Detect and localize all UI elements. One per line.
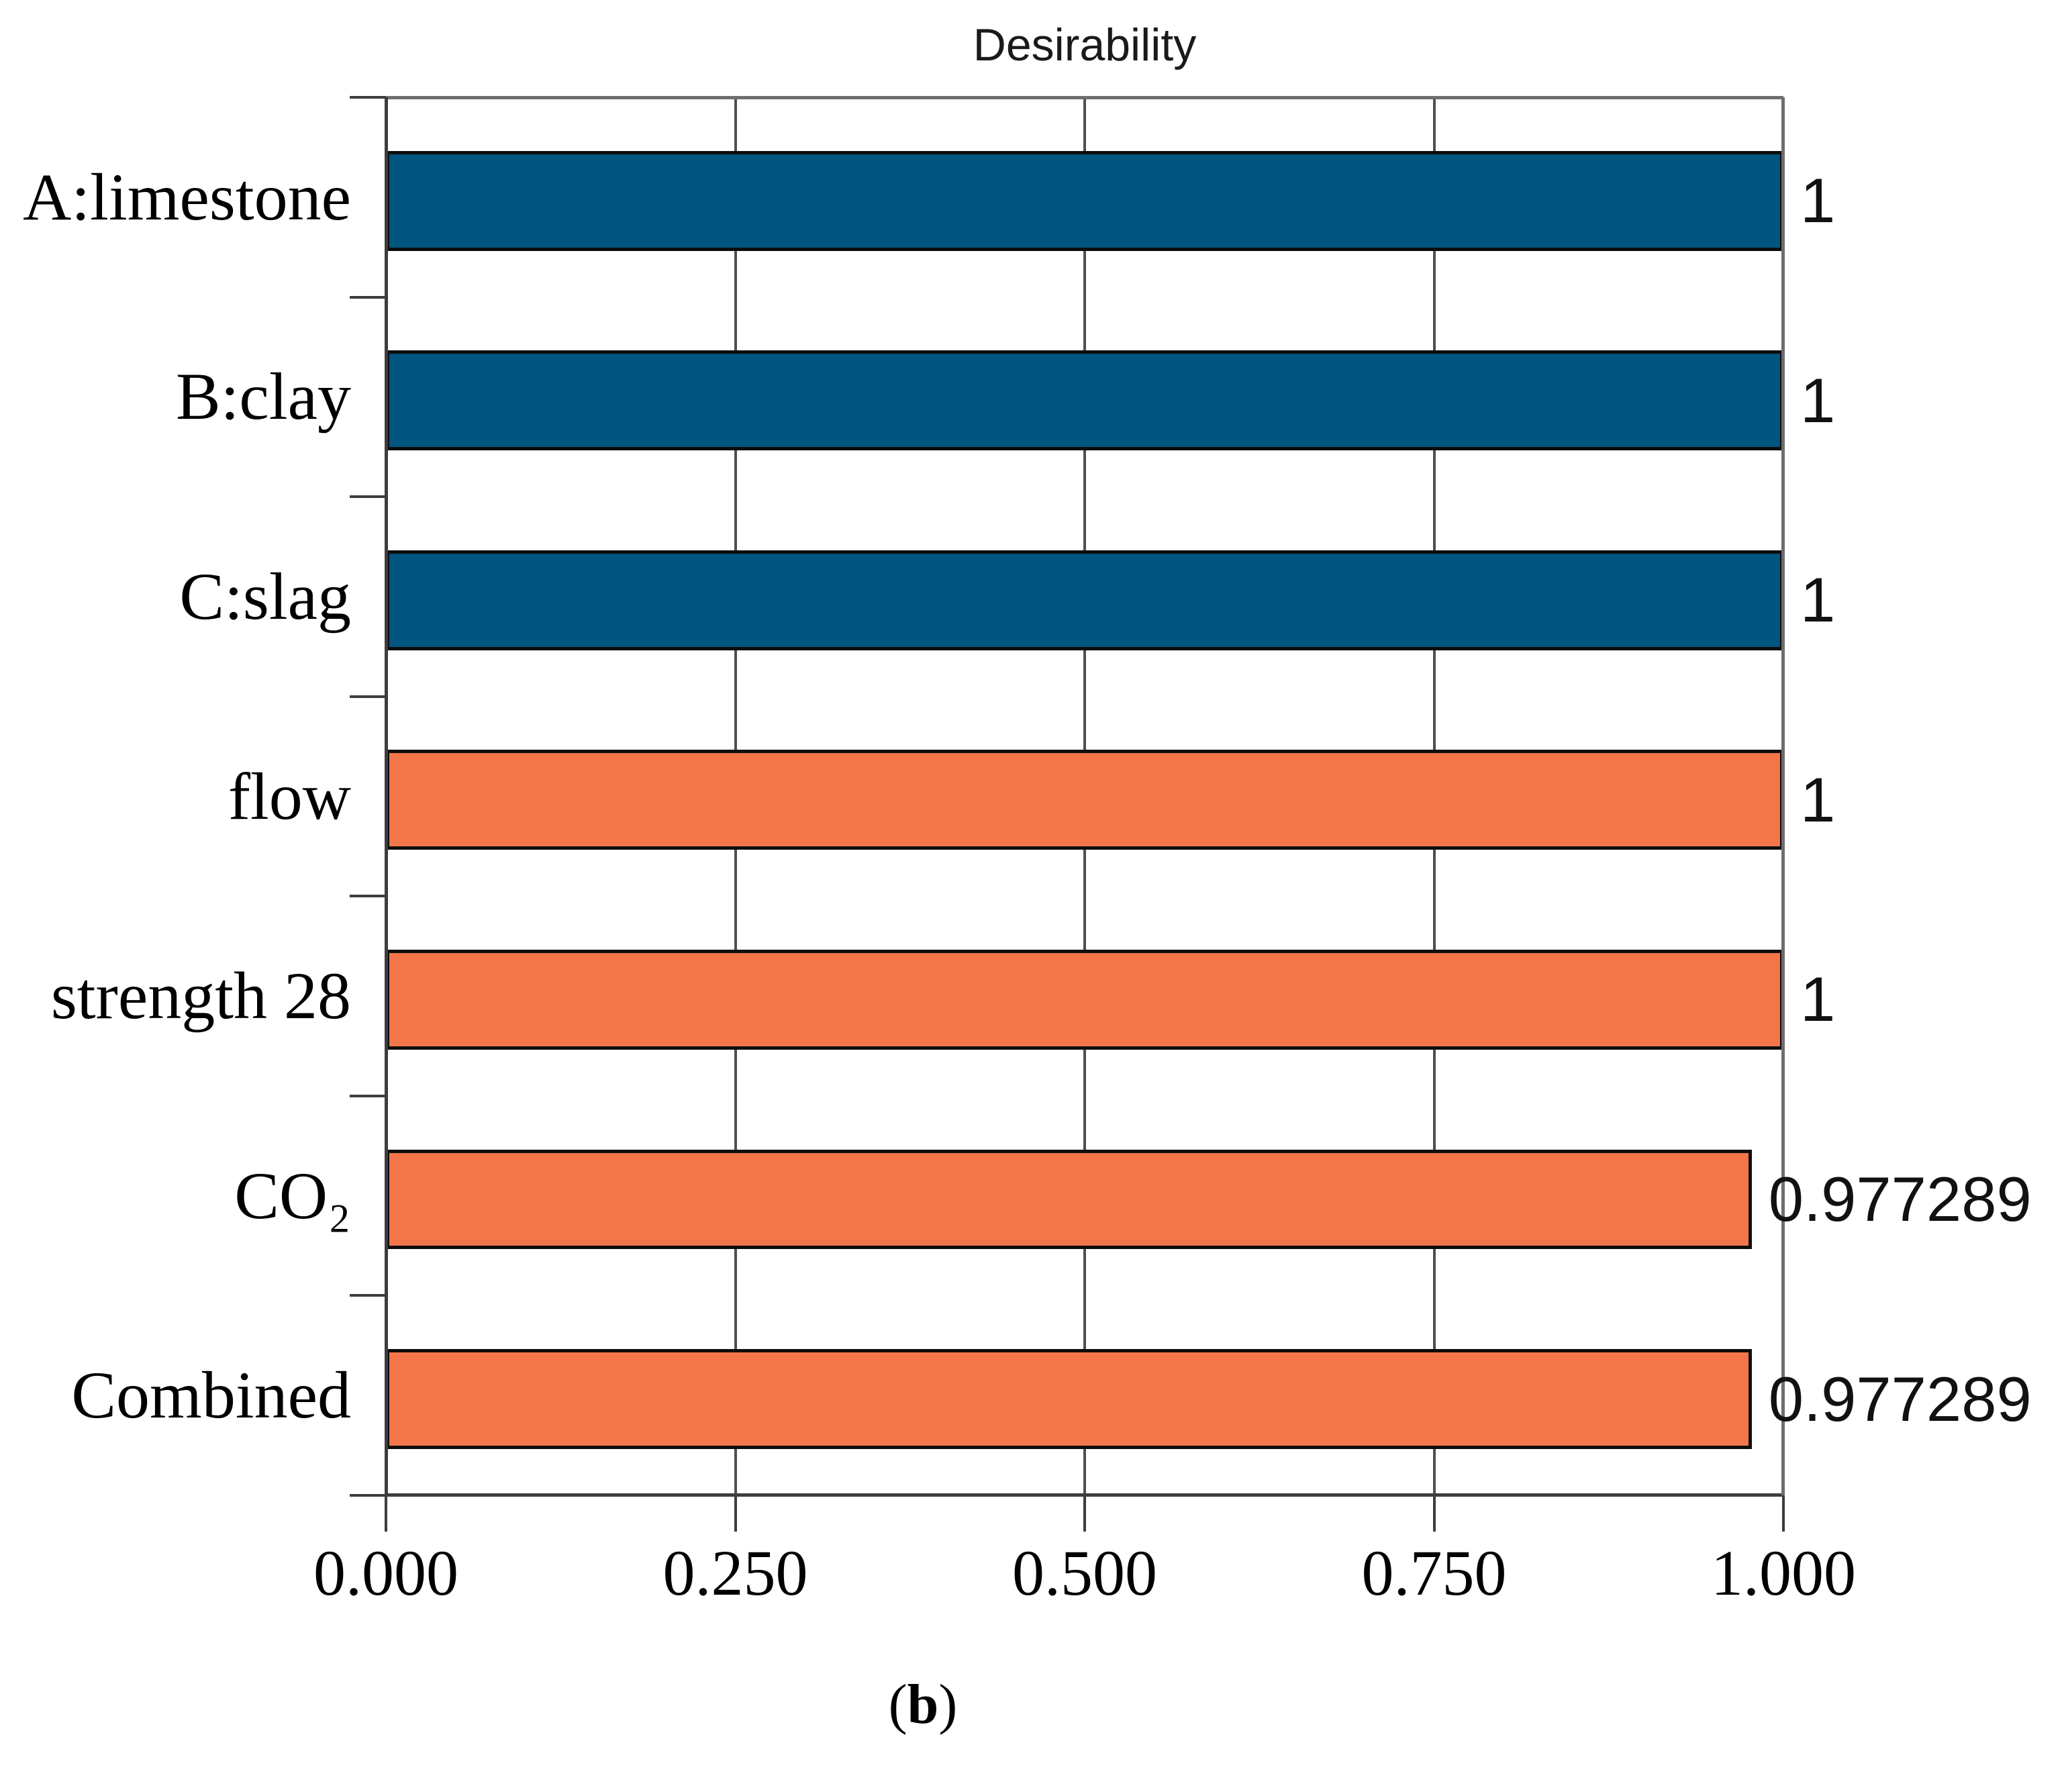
y-axis-tick [350, 895, 386, 898]
y-axis-tick [350, 96, 386, 99]
category-label: Combined [71, 1358, 351, 1433]
x-axis-tick-labels: 0.000 0.250 0.500 0.750 1.000 [313, 1537, 1856, 1622]
category-label: C:slag [179, 558, 351, 634]
y-axis-tick [350, 1294, 386, 1297]
bar-co- [386, 1149, 1752, 1250]
x-tick-label: 0.750 [1361, 1537, 1507, 1609]
y-axis-tick [350, 495, 386, 499]
bar-value-label: 1 [1800, 764, 1836, 835]
category-label: B:clay [175, 359, 351, 434]
y-axis-tick [350, 1094, 386, 1097]
category-label: strength 28 [50, 958, 351, 1034]
plot-area: 1 1 1 1 1 0.977289 0.977289 [350, 96, 2032, 1532]
caption-close-paren: ) [938, 1673, 958, 1736]
x-tick-label: 0.500 [1012, 1537, 1157, 1609]
x-axis-tick [1782, 1495, 1785, 1532]
plot-frame-bottom [386, 1493, 1783, 1497]
x-axis-tick [734, 1495, 737, 1532]
x-tick-label: 0.000 [313, 1537, 458, 1609]
bar-value-label: 0.977289 [1768, 1163, 2032, 1234]
plot-frame-right [1781, 97, 1785, 1495]
bar-value-label: 1 [1800, 964, 1836, 1035]
bar-flow [386, 750, 1783, 850]
category-label: flow [228, 758, 351, 834]
bar-combined [386, 1349, 1752, 1449]
bar-value-label: 0.977289 [1768, 1363, 2032, 1434]
bar-value-label: 1 [1800, 564, 1836, 636]
chart-title: Desirability [973, 19, 1197, 70]
x-tick-label: 0.250 [662, 1537, 808, 1609]
x-axis-tick [1083, 1495, 1086, 1532]
caption-open-paren: ( [888, 1673, 907, 1736]
bar-c-slag [386, 550, 1783, 650]
x-axis-tick [385, 1495, 387, 1532]
bar-value-label: 1 [1800, 165, 1836, 236]
figure-caption: (b) [722, 1673, 1124, 1738]
category-label: CO₂ [234, 1158, 351, 1233]
caption-letter: b [907, 1673, 939, 1736]
y-axis-tick [350, 1494, 386, 1497]
category-axis-labels: A:limestone B:clay C:slag flow strength 28 CO… [0, 97, 351, 1495]
bar-a-limestone [386, 150, 1783, 251]
x-axis-tick [1432, 1495, 1436, 1532]
bar-value-label: 1 [1800, 364, 1836, 436]
category-label: A:limestone [23, 159, 351, 234]
x-tick-label: 1.000 [1711, 1537, 1856, 1609]
y-axis-tick [350, 295, 386, 299]
y-axis-tick [350, 695, 386, 698]
plot-frame-left [385, 97, 388, 1495]
bar-strength-28 [386, 950, 1783, 1050]
bar-b-clay [386, 350, 1783, 451]
plot-frame-top [386, 96, 1783, 99]
